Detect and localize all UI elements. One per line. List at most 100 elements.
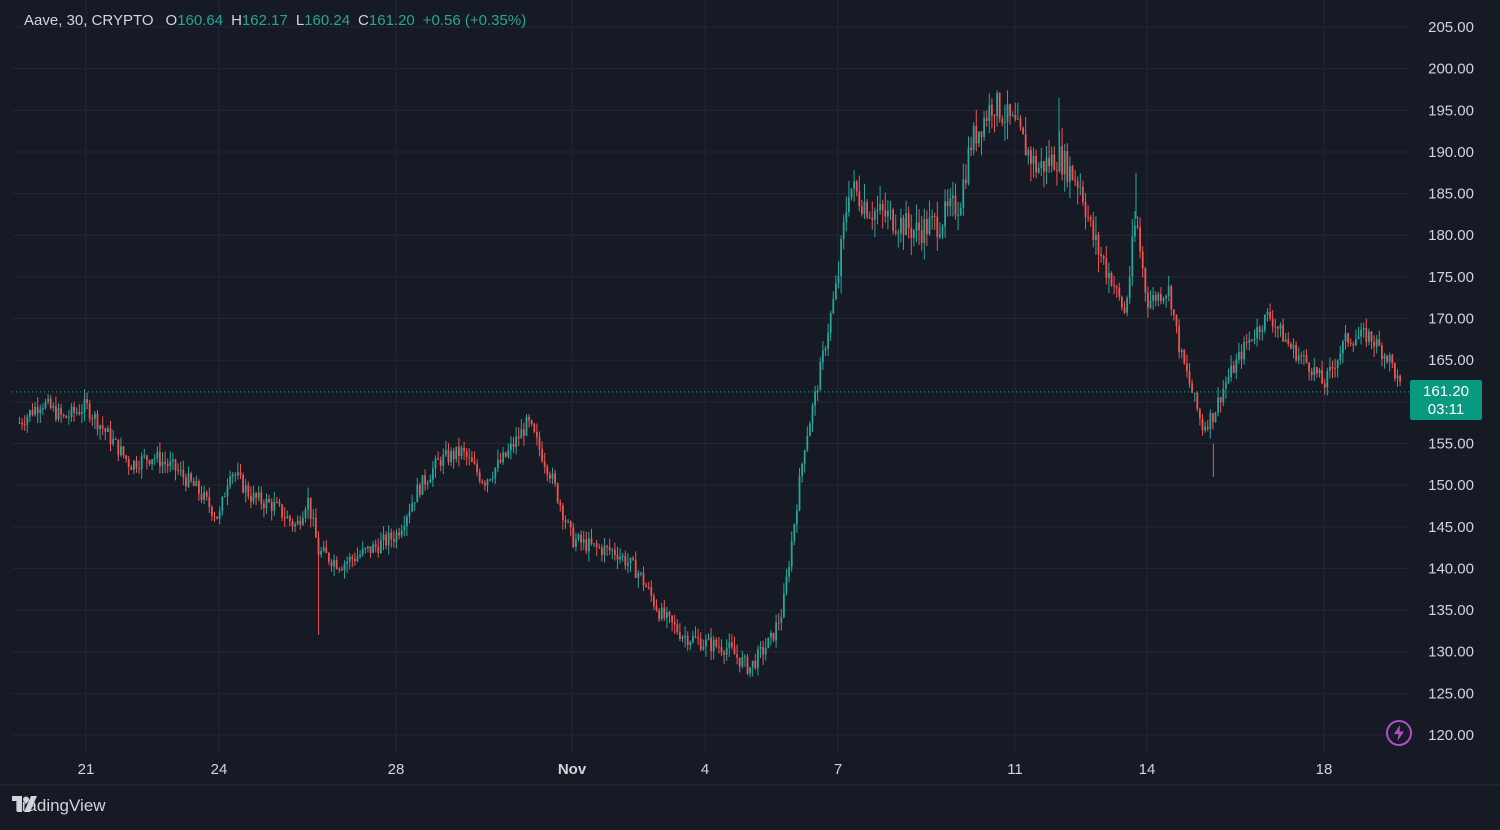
candle-body <box>465 451 468 458</box>
candle-body <box>866 202 868 218</box>
candle-body <box>593 543 595 545</box>
candle-body <box>239 472 242 475</box>
candle-body <box>585 539 588 552</box>
candle-body <box>1154 295 1157 301</box>
candle-body <box>1061 146 1063 175</box>
candle-body <box>1339 353 1342 361</box>
candle-body <box>757 649 759 668</box>
candle-body <box>432 468 434 480</box>
candle-body <box>549 474 551 479</box>
candle-body <box>853 181 855 189</box>
candle-body <box>965 179 967 184</box>
candle-body <box>39 409 42 413</box>
candle-body <box>1152 295 1154 301</box>
candle-body <box>68 417 70 419</box>
candle-body <box>1035 155 1037 173</box>
candle-body <box>499 459 502 463</box>
candle-body <box>681 637 684 639</box>
last-price-tag: 161.20 03:11 <box>1410 380 1482 420</box>
candle-body <box>403 525 406 530</box>
candle-body <box>1368 331 1370 342</box>
candle-body <box>1334 368 1336 370</box>
candle-body <box>1230 365 1232 378</box>
candle-body <box>1058 146 1061 172</box>
candle-body <box>926 218 928 235</box>
high-value: 162.17 <box>241 12 288 29</box>
candle-body <box>442 454 445 466</box>
candle-body <box>452 451 455 460</box>
candle-body <box>325 547 328 554</box>
candle-body <box>437 458 439 460</box>
candle-body <box>1095 234 1097 240</box>
y-tick-label: 190.00 <box>1428 144 1474 161</box>
candle-body <box>720 647 723 653</box>
tradingview-brand[interactable]: TradingView <box>12 796 106 816</box>
candle-body <box>1149 300 1152 308</box>
candle-body <box>416 484 419 503</box>
candle-body <box>881 203 884 211</box>
candle-body <box>1063 151 1066 175</box>
candle-body <box>374 544 377 547</box>
candle-body <box>255 493 257 498</box>
candle-body <box>164 461 166 464</box>
candle-body <box>1089 217 1092 221</box>
candle-body <box>541 449 543 462</box>
symbol-legend: Aave, 30, CRYPTO O160.64 H162.17 L160.24 C16… <box>24 12 526 29</box>
change-value: +0.56 (+0.35%) <box>422 12 527 29</box>
candle-body <box>205 492 208 497</box>
candle-body <box>1308 362 1310 372</box>
candle-body <box>666 612 668 619</box>
candle-body <box>868 217 871 219</box>
candle-body <box>138 468 140 470</box>
candle-body <box>289 516 291 522</box>
y-tick-label: 150.00 <box>1428 477 1474 494</box>
candle-body <box>338 568 341 570</box>
candle-body <box>429 479 432 483</box>
candle-body <box>832 298 835 314</box>
candle-body <box>286 516 289 519</box>
candle-body <box>845 212 848 222</box>
candle-body <box>156 451 159 459</box>
candle-body <box>1240 351 1243 360</box>
y-tick-label: 135.00 <box>1428 602 1474 619</box>
candle-body <box>1071 165 1074 180</box>
candle-body <box>746 656 749 674</box>
candle-body <box>491 477 494 480</box>
candle-body <box>122 446 125 456</box>
candle-body <box>117 439 120 456</box>
candle-body <box>840 239 842 277</box>
candle-body <box>871 217 874 220</box>
candle-body <box>939 234 941 238</box>
candle-body <box>1139 227 1141 252</box>
candle-body <box>705 639 707 647</box>
candle-body <box>572 527 575 547</box>
candle-body <box>1092 220 1095 240</box>
symbol-title[interactable]: Aave, 30, CRYPTO <box>24 12 154 29</box>
lightning-icon[interactable] <box>1385 719 1413 747</box>
candle-body <box>341 569 343 571</box>
y-tick-label: 130.00 <box>1428 644 1474 661</box>
low-key: L <box>295 12 305 29</box>
candle-body <box>445 450 447 455</box>
candle-body <box>127 458 130 467</box>
candle-body <box>1342 341 1344 354</box>
candle-body <box>959 207 962 215</box>
candle-body <box>1212 413 1214 423</box>
candle-body <box>1102 256 1105 259</box>
candle-body <box>1206 426 1209 429</box>
candle-body <box>941 226 944 235</box>
y-tick-label: 125.00 <box>1428 685 1474 702</box>
candle-body <box>1300 355 1303 357</box>
candle-body <box>185 477 187 487</box>
candle-body <box>1323 383 1326 388</box>
candle-body <box>975 125 978 144</box>
candle-body <box>1199 409 1201 419</box>
candle-body <box>211 507 213 516</box>
candle-body <box>1141 251 1144 269</box>
candle-body <box>1274 326 1277 328</box>
candle-body <box>725 647 728 655</box>
y-tick-label: 165.00 <box>1428 352 1474 369</box>
